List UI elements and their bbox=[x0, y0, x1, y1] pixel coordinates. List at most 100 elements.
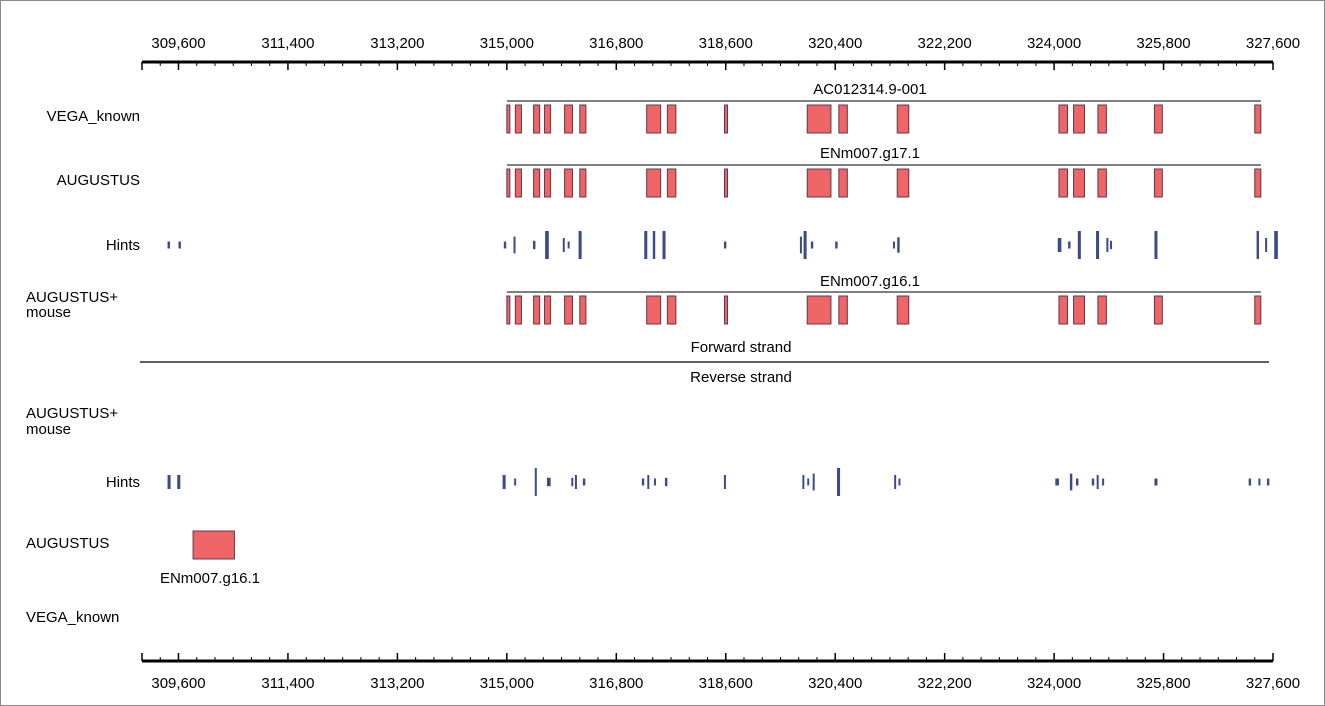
top-axis-tick-label: 313,200 bbox=[370, 35, 424, 52]
exon-box bbox=[564, 295, 574, 325]
exon-box bbox=[579, 168, 587, 198]
exon-box bbox=[646, 295, 662, 325]
exon-box bbox=[666, 168, 677, 198]
top-axis-tick-label: 309,600 bbox=[151, 35, 205, 52]
bottom-axis-tick-label: 327,600 bbox=[1246, 675, 1300, 692]
exon-box bbox=[1097, 104, 1107, 134]
hint-mark bbox=[177, 475, 181, 489]
hint-mark bbox=[1096, 231, 1100, 259]
hint-mark bbox=[652, 231, 656, 259]
hint-mark bbox=[178, 241, 181, 249]
hint-mark bbox=[1069, 473, 1073, 491]
hint-mark bbox=[644, 231, 648, 259]
bottom-axis-tick-label: 311,400 bbox=[261, 675, 314, 692]
exon-box bbox=[646, 168, 662, 198]
fwd-augustus-mouse-exons bbox=[506, 295, 1262, 325]
hint-mark bbox=[567, 241, 570, 249]
hint-mark bbox=[812, 473, 815, 491]
hint-mark bbox=[837, 468, 841, 496]
hint-mark bbox=[571, 477, 574, 487]
exon-box bbox=[1254, 168, 1262, 198]
reverse-strand-label: Reverse strand bbox=[690, 369, 792, 386]
hint-mark bbox=[664, 477, 668, 487]
hint-mark bbox=[802, 475, 805, 489]
bottom-axis-tick-label: 322,200 bbox=[918, 675, 972, 692]
bottom-axis-tick-label: 325,800 bbox=[1136, 675, 1190, 692]
exon-box bbox=[1073, 295, 1085, 325]
exon-box bbox=[896, 168, 910, 198]
hint-mark bbox=[662, 231, 666, 259]
hint-mark bbox=[647, 475, 650, 489]
top-axis-tick-label: 316,800 bbox=[589, 35, 643, 52]
hint-mark bbox=[503, 241, 507, 249]
hint-mark bbox=[167, 241, 170, 249]
top-axis-tick-label: 325,800 bbox=[1136, 35, 1190, 52]
hint-mark bbox=[799, 236, 802, 254]
exon-box bbox=[506, 168, 511, 198]
gene-name-fwd-vega: AC012314.9-001 bbox=[813, 81, 926, 98]
track-label-fwd-vega: VEGA_known bbox=[47, 108, 140, 125]
track-label-rev-augustus: AUGUSTUS bbox=[26, 535, 109, 552]
exon-box bbox=[579, 295, 587, 325]
hint-mark bbox=[514, 478, 517, 486]
top-coordinate-axis: 309,600 311,400 313,200 315,000 316,800 318,6… bbox=[141, 35, 1300, 70]
hint-mark bbox=[897, 237, 900, 253]
top-axis-tick-label: 320,400 bbox=[808, 35, 862, 52]
exon-box bbox=[806, 104, 832, 134]
hint-mark bbox=[1102, 478, 1105, 486]
hint-mark bbox=[167, 475, 171, 489]
hint-mark bbox=[546, 477, 551, 487]
hint-mark bbox=[534, 468, 537, 496]
hint-mark bbox=[1091, 478, 1095, 486]
hint-mark bbox=[1274, 231, 1278, 259]
exon-box bbox=[506, 295, 511, 325]
exon-box bbox=[564, 168, 574, 198]
exon-box bbox=[533, 168, 541, 198]
exon-box bbox=[1254, 104, 1262, 134]
top-axis-tick-label: 322,200 bbox=[918, 35, 972, 52]
exon-box bbox=[896, 104, 910, 134]
exon-box bbox=[514, 104, 522, 134]
hint-mark bbox=[1106, 238, 1109, 252]
exon-box bbox=[1073, 168, 1085, 198]
track-label-fwd-augustus-mouse-line2: mouse bbox=[26, 304, 71, 321]
exon-box bbox=[838, 168, 848, 198]
exon-box bbox=[192, 530, 235, 560]
track-label-fwd-hints: Hints bbox=[106, 237, 140, 254]
forward-strand-label: Forward strand bbox=[691, 339, 792, 356]
top-axis-tick-label: 311,400 bbox=[261, 35, 314, 52]
bottom-coordinate-axis: 309,600 311,400 313,200 315,000 316,800 318,6… bbox=[141, 653, 1300, 692]
fwd-vega-exons bbox=[506, 104, 1262, 134]
exon-box bbox=[806, 295, 832, 325]
hint-mark bbox=[1265, 238, 1268, 252]
gene-name-rev-augustus: ENm007.g16.1 bbox=[160, 570, 260, 587]
track-label-rev-augustus-mouse-line1: AUGUSTUS+ bbox=[26, 405, 118, 422]
exon-box bbox=[1058, 295, 1068, 325]
track-label-fwd-augustus-mouse-line1: AUGUSTUS+ bbox=[26, 289, 118, 306]
bottom-axis-tick-label: 320,400 bbox=[808, 675, 862, 692]
rev-augustus-exons bbox=[192, 530, 235, 560]
exon-box bbox=[544, 295, 552, 325]
hint-mark bbox=[545, 231, 549, 259]
fwd-hints bbox=[167, 231, 1278, 259]
hint-mark bbox=[1077, 231, 1081, 259]
hint-mark bbox=[578, 231, 582, 259]
bottom-axis-tick-label: 313,200 bbox=[370, 675, 424, 692]
hint-mark bbox=[1075, 478, 1079, 486]
hint-mark bbox=[723, 241, 727, 249]
hint-mark bbox=[1110, 240, 1113, 250]
exon-box bbox=[533, 295, 541, 325]
top-axis-tick-label: 327,600 bbox=[1246, 35, 1300, 52]
hint-mark bbox=[1055, 478, 1059, 486]
exon-box bbox=[514, 295, 522, 325]
exon-box bbox=[1254, 295, 1262, 325]
gene-name-fwd-augustus-mouse: ENm007.g16.1 bbox=[820, 273, 920, 290]
track-label-rev-augustus-mouse-line2: mouse bbox=[26, 421, 71, 438]
exon-box bbox=[806, 168, 832, 198]
exon-box bbox=[533, 104, 541, 134]
hint-mark bbox=[835, 241, 838, 249]
hint-mark bbox=[653, 478, 656, 486]
hint-mark bbox=[1256, 231, 1260, 259]
